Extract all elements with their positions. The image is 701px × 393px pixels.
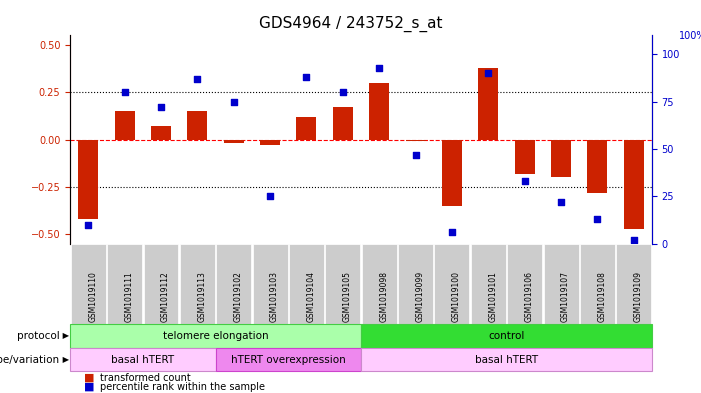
Text: GSM1019098: GSM1019098 xyxy=(379,271,388,322)
Point xyxy=(410,152,421,158)
Text: percentile rank within the sample: percentile rank within the sample xyxy=(100,382,264,392)
Bar xyxy=(224,140,244,143)
Text: control: control xyxy=(489,331,524,341)
Bar xyxy=(333,107,353,140)
Y-axis label: 100%: 100% xyxy=(679,31,701,41)
Text: protocol: protocol xyxy=(17,331,60,341)
Point xyxy=(628,237,639,243)
Text: GSM1019102: GSM1019102 xyxy=(233,272,243,322)
Bar xyxy=(151,126,171,140)
Bar xyxy=(515,140,535,174)
Bar xyxy=(187,111,207,140)
Bar xyxy=(587,140,607,193)
Bar xyxy=(406,140,426,141)
Text: ▶: ▶ xyxy=(60,332,69,340)
Text: GSM1019113: GSM1019113 xyxy=(198,272,206,322)
Text: ■: ■ xyxy=(84,373,95,383)
Text: basal hTERT: basal hTERT xyxy=(475,354,538,365)
Point xyxy=(156,104,167,110)
Point xyxy=(301,74,312,80)
Bar xyxy=(624,140,644,228)
Text: GSM1019110: GSM1019110 xyxy=(88,272,97,322)
Text: GSM1019111: GSM1019111 xyxy=(125,272,134,322)
Text: GSM1019109: GSM1019109 xyxy=(634,271,643,322)
Text: transformed count: transformed count xyxy=(100,373,190,383)
Text: GSM1019103: GSM1019103 xyxy=(270,271,279,322)
Point xyxy=(519,178,530,184)
Point xyxy=(83,222,94,228)
Point xyxy=(447,229,458,235)
Text: telomere elongation: telomere elongation xyxy=(163,331,268,341)
Text: ▶: ▶ xyxy=(60,355,69,364)
Text: GSM1019108: GSM1019108 xyxy=(597,272,606,322)
Text: GSM1019104: GSM1019104 xyxy=(306,271,315,322)
Text: GSM1019099: GSM1019099 xyxy=(416,271,425,322)
Bar xyxy=(297,117,316,140)
Point xyxy=(119,89,130,95)
Text: GSM1019105: GSM1019105 xyxy=(343,271,352,322)
Bar xyxy=(551,140,571,177)
Text: GSM1019100: GSM1019100 xyxy=(452,271,461,322)
Text: hTERT overexpression: hTERT overexpression xyxy=(231,354,346,365)
Point xyxy=(555,199,566,205)
Point xyxy=(483,70,494,76)
Text: GSM1019107: GSM1019107 xyxy=(561,271,570,322)
Bar xyxy=(442,140,462,206)
Text: GDS4964 / 243752_s_at: GDS4964 / 243752_s_at xyxy=(259,16,442,32)
Bar xyxy=(115,111,135,140)
Bar xyxy=(369,83,389,140)
Point xyxy=(264,193,275,200)
Text: GSM1019106: GSM1019106 xyxy=(524,271,533,322)
Text: ■: ■ xyxy=(84,382,95,392)
Text: genotype/variation: genotype/variation xyxy=(0,354,60,365)
Point xyxy=(337,89,348,95)
Point xyxy=(228,99,239,105)
Point xyxy=(374,64,385,71)
Point xyxy=(192,76,203,82)
Text: basal hTERT: basal hTERT xyxy=(111,354,175,365)
Bar xyxy=(260,140,280,145)
Text: GSM1019112: GSM1019112 xyxy=(161,272,170,322)
Bar xyxy=(478,68,498,140)
Bar xyxy=(79,140,98,219)
Text: GSM1019101: GSM1019101 xyxy=(489,272,497,322)
Point xyxy=(592,216,603,222)
